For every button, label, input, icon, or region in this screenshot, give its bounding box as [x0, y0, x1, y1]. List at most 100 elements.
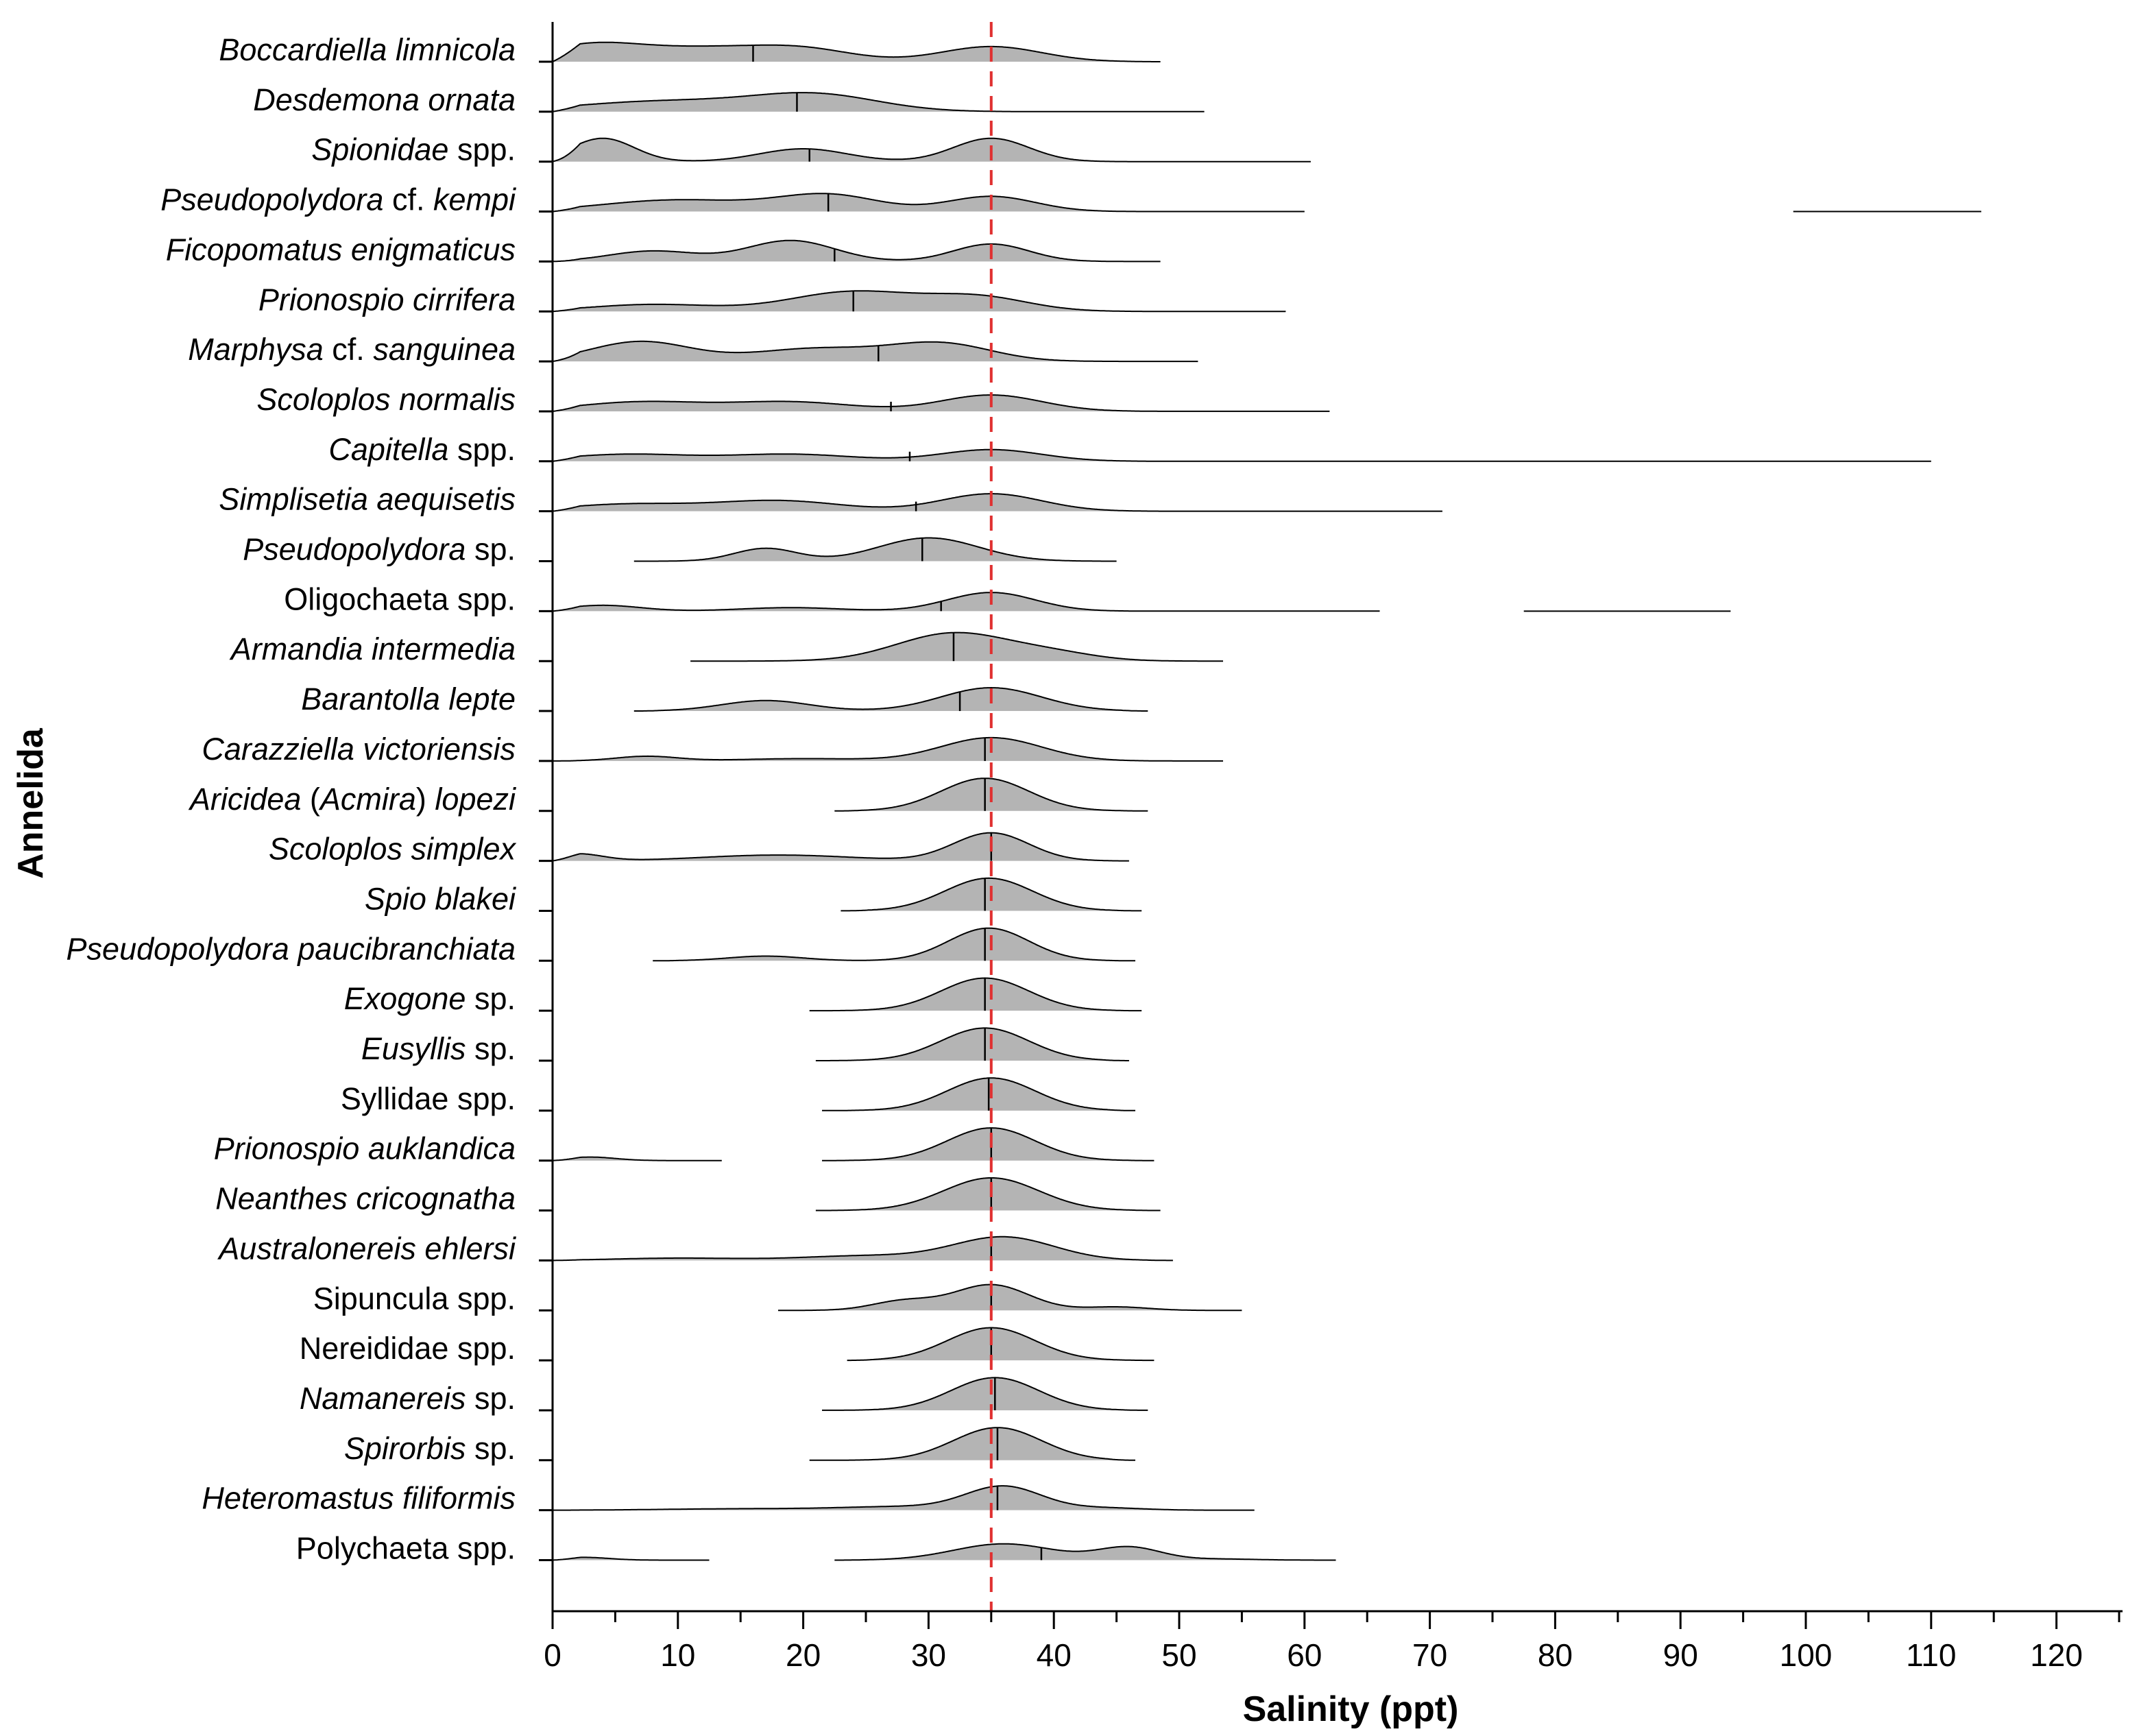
density-outline — [841, 877, 1142, 912]
x-tick-label: 50 — [1161, 1637, 1196, 1673]
density-outline — [552, 193, 1305, 213]
ridge-row — [553, 736, 1223, 762]
density-outline — [834, 1543, 1336, 1561]
density-area — [815, 1178, 1161, 1211]
species-label: Nereididae spp. — [300, 1331, 516, 1366]
density-area — [822, 1128, 1155, 1161]
species-label: Heteromastus filiformis — [202, 1481, 516, 1516]
density-outline — [809, 1427, 1135, 1461]
density-area — [553, 1157, 722, 1161]
ridge-row — [809, 977, 1142, 1012]
ridge-row — [552, 41, 1161, 62]
density-area — [553, 1236, 1173, 1261]
density-outline — [552, 493, 1442, 512]
species-label: Spionidae spp. — [311, 132, 516, 167]
density-area — [815, 1028, 1129, 1061]
density-outline — [690, 631, 1223, 662]
species-label: Aricidea (Acmira) lopezi — [188, 782, 517, 817]
species-label: Boccardiella limnicola — [219, 32, 516, 67]
density-area — [553, 449, 1931, 461]
species-label: Armandia intermedia — [229, 631, 516, 666]
density-outline — [552, 340, 1198, 363]
density-outline — [809, 977, 1142, 1012]
species-label: Pseudopolydora paucibranchiata — [67, 931, 516, 966]
density-area — [778, 1284, 1242, 1311]
ridge-row — [552, 290, 1286, 313]
ridge-row — [552, 193, 1981, 213]
x-tick-label: 40 — [1037, 1637, 1072, 1673]
x-tick-label: 30 — [911, 1637, 946, 1673]
species-label: Marphysa cf. sanguinea — [188, 332, 516, 367]
density-area — [553, 592, 1380, 612]
density-outline — [552, 592, 1380, 612]
species-label: Spio blakei — [365, 881, 517, 916]
species-label: Capitella spp. — [328, 432, 516, 467]
density-area — [553, 193, 1305, 212]
density-outline — [553, 1235, 1173, 1262]
density-outline — [633, 686, 1148, 712]
density-outline — [815, 1177, 1161, 1211]
x-tick-label: 90 — [1663, 1637, 1698, 1673]
density-area — [690, 632, 1223, 662]
density-area — [809, 1427, 1135, 1460]
species-labels-layer: Boccardiella limnicola Desdemona ornata Sp… — [67, 32, 517, 1566]
ridge-row — [552, 592, 1731, 612]
species-label: Oligochaeta spp. — [284, 581, 516, 616]
y-axis-title: Annelida — [11, 727, 51, 879]
density-outline — [847, 1327, 1155, 1362]
density-outline — [552, 92, 1205, 112]
density-outline — [553, 736, 1223, 762]
ridge-row — [633, 686, 1148, 712]
species-label: Namanereis sp. — [300, 1381, 516, 1416]
ridge-row — [653, 927, 1135, 962]
ridge-row — [552, 340, 1198, 363]
ridge-row — [552, 239, 1161, 263]
density-area — [553, 494, 1442, 511]
ridge-row — [552, 832, 1129, 862]
ridge-row — [690, 631, 1223, 662]
density-outline — [552, 1156, 722, 1161]
density-outline — [552, 290, 1286, 313]
density-area — [553, 240, 1161, 262]
ridge-row — [847, 1327, 1155, 1362]
ridge-row — [552, 493, 1442, 512]
density-outline — [552, 832, 1129, 862]
x-tick-label: 0 — [544, 1637, 561, 1673]
species-label: Desdemona ornata — [253, 82, 516, 117]
density-outline — [822, 1377, 1148, 1411]
density-area — [553, 341, 1198, 362]
species-label: Scoloplos simplex — [269, 832, 517, 867]
x-tick-label: 110 — [1906, 1637, 1956, 1673]
x-axis-title: Salinity (ppt) — [1243, 1689, 1459, 1729]
density-area — [633, 538, 1117, 562]
ridge-row — [809, 1427, 1135, 1461]
x-tick-label: 70 — [1412, 1637, 1447, 1673]
density-outline — [822, 1077, 1135, 1111]
ridge-row — [778, 1283, 1242, 1312]
species-label: Prionospio auklandica — [214, 1131, 516, 1166]
species-label: Pseudopolydora sp. — [243, 532, 516, 567]
density-area — [809, 978, 1142, 1011]
species-label: Ficopomatus enigmaticus — [166, 232, 516, 267]
density-area — [553, 42, 1161, 62]
density-area — [633, 688, 1148, 712]
ridge-row — [552, 394, 1330, 412]
species-label: Sipuncula spp. — [313, 1281, 516, 1316]
density-area — [553, 395, 1330, 411]
ridge-row — [552, 1127, 1155, 1161]
density-area — [822, 1377, 1148, 1410]
ridge-row — [552, 1543, 1336, 1561]
ridge-row — [822, 1077, 1135, 1111]
ridge-row — [552, 137, 1311, 162]
density-area — [553, 832, 1129, 861]
density-area — [553, 93, 1205, 112]
density-outline — [552, 239, 1161, 263]
density-outline — [822, 1127, 1155, 1161]
density-area — [653, 928, 1135, 961]
density-outline — [653, 927, 1135, 962]
ridge-row — [552, 92, 1205, 112]
species-label: Spirorbis sp. — [344, 1431, 516, 1466]
density-outline — [552, 41, 1161, 62]
